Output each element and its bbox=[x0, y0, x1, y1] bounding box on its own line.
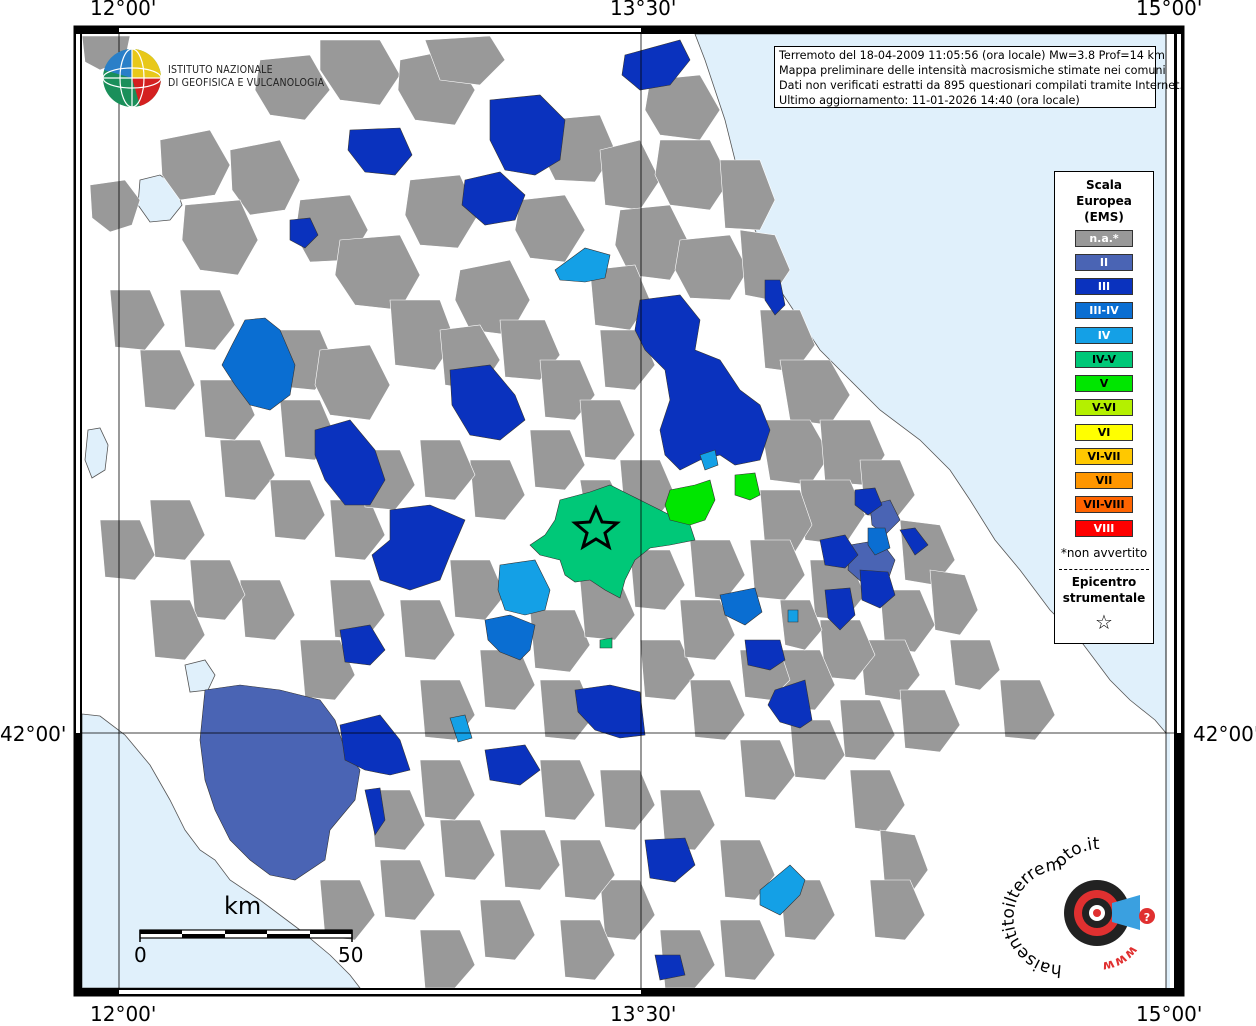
legend-item-ii: II bbox=[1075, 254, 1133, 271]
legend-separator bbox=[1059, 569, 1149, 570]
municipalities-III bbox=[289, 39, 929, 981]
coord-bottom-right: 15°00' bbox=[1136, 1002, 1203, 1026]
scale-min: 0 bbox=[134, 943, 147, 967]
legend-item-na: n.a.* bbox=[1075, 230, 1133, 247]
svg-text:?: ? bbox=[1144, 911, 1150, 924]
municipalities-V bbox=[664, 472, 761, 526]
event-info-line4: Ultimo aggiornamento: 11-01-2026 14:40 (… bbox=[779, 94, 1080, 107]
scale-max: 50 bbox=[338, 943, 364, 967]
event-info-box: Terremoto del 18-04-2009 11:05:56 (ora l… bbox=[774, 46, 1184, 108]
map-frame bbox=[74, 26, 1184, 996]
hsit-logo-icon: ? bbox=[1064, 880, 1155, 946]
ingv-logo-line2: DI GEOFISICA E VULCANOLOGIA bbox=[168, 77, 325, 89]
legend-item-iv-v: IV-V bbox=[1075, 351, 1133, 368]
legend-item-iii-iv: III-IV bbox=[1075, 302, 1133, 319]
municipalities-IV bbox=[449, 247, 806, 916]
event-info-line1: Terremoto del 18-04-2009 11:05:56 (ora l… bbox=[779, 49, 1165, 62]
legend-item-vii-viii: VII-VIII bbox=[1075, 496, 1133, 513]
legend-epicentre-line1: Epicentro bbox=[1071, 575, 1137, 589]
ingv-logo-line1: ISTITUTO NAZIONALE bbox=[168, 64, 273, 76]
legend-note: *non avvertito bbox=[1060, 546, 1148, 560]
graticule bbox=[82, 34, 1174, 988]
coord-top-center: 13°30' bbox=[610, 0, 677, 20]
coord-bottom-center: 13°30' bbox=[610, 1002, 677, 1026]
legend-title-line2: Europea bbox=[1076, 194, 1132, 208]
event-info-line3: Dati non verificati estratti da 895 ques… bbox=[779, 79, 1184, 92]
legend-item-vi-vii: VI-VII bbox=[1075, 448, 1133, 465]
ingv-logo-icon bbox=[102, 48, 162, 108]
legend-epicentre-label: Epicentro strumentale bbox=[1055, 574, 1153, 606]
legend-item-iii: III bbox=[1075, 278, 1133, 295]
scale-bar bbox=[139, 929, 353, 942]
ems-legend: Scala Europea (EMS) n.a.* II III III-IV … bbox=[1054, 171, 1154, 644]
legend-star-icon: ☆ bbox=[1095, 610, 1113, 634]
legend-title-line1: Scala bbox=[1085, 178, 1123, 192]
municipalities-III-IV bbox=[221, 317, 891, 661]
coord-top-right: 15°00' bbox=[1136, 0, 1203, 20]
legend-item-vi: VI bbox=[1075, 424, 1133, 441]
legend-item-iv: IV bbox=[1075, 327, 1133, 344]
legend-title-line3: (EMS) bbox=[1084, 210, 1124, 224]
legend-item-viii: VIII bbox=[1075, 520, 1133, 537]
legend-epicentre-line2: strumentale bbox=[1062, 591, 1146, 605]
coord-top-left: 12°00' bbox=[90, 0, 157, 20]
scale-unit: km bbox=[224, 892, 262, 920]
event-info-line2: Mappa preliminare delle intensità macros… bbox=[779, 64, 1166, 77]
legend-item-v-vi: V-VI bbox=[1075, 399, 1133, 416]
coord-right: 42°00' bbox=[1193, 722, 1256, 746]
coord-left: 42°00' bbox=[0, 722, 67, 746]
legend-item-v: V bbox=[1075, 375, 1133, 392]
legend-title: Scala Europea (EMS) bbox=[1055, 177, 1153, 225]
coord-bottom-left: 12°00' bbox=[90, 1002, 157, 1026]
sea-areas bbox=[81, 33, 1170, 989]
epicenter-star-icon bbox=[571, 504, 621, 551]
ingv-logo-text: ISTITUTO NAZIONALE DI GEOFISICA E VULCAN… bbox=[168, 64, 324, 90]
municipalities-IV-V bbox=[529, 484, 696, 649]
legend-item-vii: VII bbox=[1075, 472, 1133, 489]
